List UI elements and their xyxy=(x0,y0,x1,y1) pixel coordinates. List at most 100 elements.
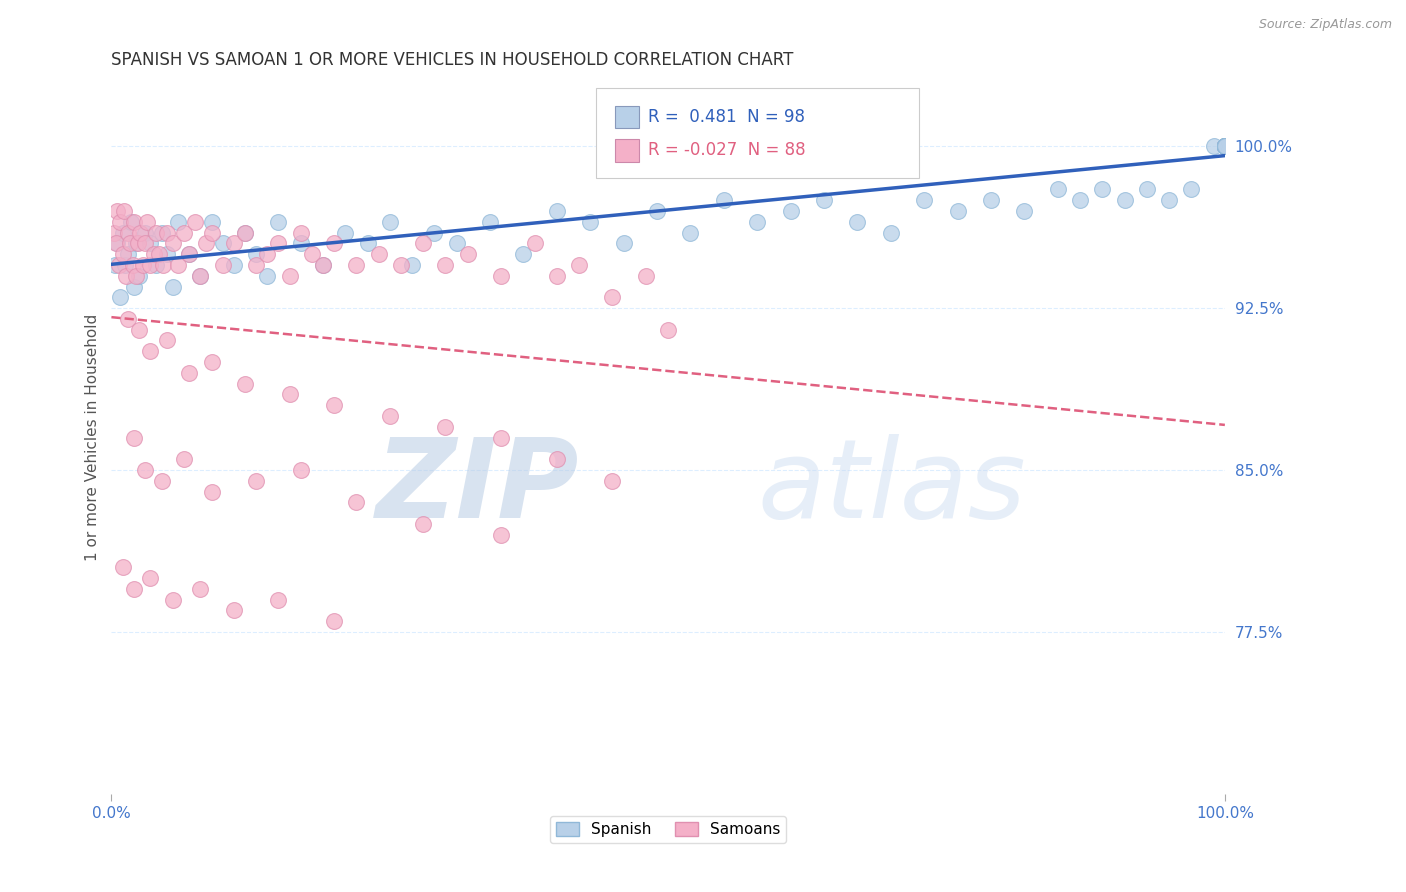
Point xyxy=(1114,193,1136,207)
Point xyxy=(1014,203,1036,218)
Point xyxy=(1213,139,1236,153)
Point xyxy=(1213,139,1236,153)
Point xyxy=(111,226,134,240)
Text: Source: ZipAtlas.com: Source: ZipAtlas.com xyxy=(1258,18,1392,31)
Point xyxy=(105,203,128,218)
Point xyxy=(139,258,162,272)
Point xyxy=(1180,182,1202,196)
Point xyxy=(267,592,290,607)
Point xyxy=(489,528,512,542)
Point xyxy=(290,463,312,477)
Point xyxy=(1213,139,1236,153)
Point xyxy=(446,236,468,251)
Point xyxy=(104,258,127,272)
Point xyxy=(201,484,224,499)
Point xyxy=(980,193,1002,207)
Point xyxy=(602,474,624,488)
Point xyxy=(1213,139,1236,153)
Point xyxy=(1213,139,1236,153)
Point xyxy=(423,226,446,240)
Point xyxy=(546,268,568,283)
Point xyxy=(546,452,568,467)
Point xyxy=(150,226,173,240)
Point xyxy=(142,247,165,261)
Point xyxy=(233,226,256,240)
Point xyxy=(1213,139,1236,153)
Point xyxy=(156,247,179,261)
Point xyxy=(162,279,184,293)
Point xyxy=(401,258,423,272)
Point xyxy=(278,387,301,401)
Point xyxy=(115,268,138,283)
Point xyxy=(103,226,125,240)
Point xyxy=(148,247,170,261)
Point xyxy=(111,560,134,574)
Text: atlas: atlas xyxy=(758,434,1026,541)
Point xyxy=(1091,182,1114,196)
Point xyxy=(1046,182,1069,196)
Point xyxy=(1213,139,1236,153)
Point xyxy=(139,571,162,585)
Point xyxy=(434,258,457,272)
Point xyxy=(1213,139,1236,153)
Point xyxy=(112,203,135,218)
Point xyxy=(184,215,207,229)
Point xyxy=(1213,139,1236,153)
Point xyxy=(1213,139,1236,153)
Point xyxy=(122,431,145,445)
Point xyxy=(613,236,636,251)
Point xyxy=(117,247,139,261)
Point xyxy=(378,409,401,423)
Point xyxy=(1213,139,1236,153)
Point xyxy=(267,236,290,251)
Point xyxy=(1213,139,1236,153)
Point xyxy=(1213,139,1236,153)
Point xyxy=(128,268,150,283)
Point xyxy=(1213,139,1236,153)
Point xyxy=(150,474,173,488)
Y-axis label: 1 or more Vehicles in Household: 1 or more Vehicles in Household xyxy=(86,314,100,561)
Point xyxy=(312,258,335,272)
Point xyxy=(1213,139,1236,153)
Point xyxy=(114,258,136,272)
Point xyxy=(1136,182,1159,196)
Point xyxy=(602,290,624,304)
Point xyxy=(1069,193,1091,207)
Point xyxy=(290,226,312,240)
Point xyxy=(233,376,256,391)
Point xyxy=(1213,139,1236,153)
Point xyxy=(105,236,128,251)
Point xyxy=(634,268,657,283)
Point xyxy=(1213,139,1236,153)
Point xyxy=(167,258,190,272)
Point xyxy=(256,268,278,283)
Point xyxy=(222,236,245,251)
Point xyxy=(1213,139,1236,153)
Point xyxy=(111,247,134,261)
Point xyxy=(190,582,212,596)
Point xyxy=(880,226,903,240)
Point xyxy=(389,258,412,272)
Point xyxy=(1213,139,1236,153)
Point xyxy=(846,215,869,229)
Point xyxy=(378,215,401,229)
Point xyxy=(128,323,150,337)
Point xyxy=(195,236,218,251)
Point xyxy=(110,290,132,304)
Point xyxy=(1213,139,1236,153)
Point xyxy=(222,603,245,617)
Point xyxy=(201,226,224,240)
Point xyxy=(173,226,195,240)
Point xyxy=(256,247,278,261)
Point xyxy=(134,463,156,477)
Point xyxy=(110,215,132,229)
Point xyxy=(156,334,179,348)
Point xyxy=(489,431,512,445)
Point xyxy=(136,215,159,229)
Point xyxy=(1213,139,1236,153)
Point xyxy=(173,452,195,467)
Point xyxy=(512,247,534,261)
Legend: Spanish, Samoans: Spanish, Samoans xyxy=(550,816,786,844)
Point xyxy=(657,323,679,337)
Point xyxy=(1213,139,1236,153)
